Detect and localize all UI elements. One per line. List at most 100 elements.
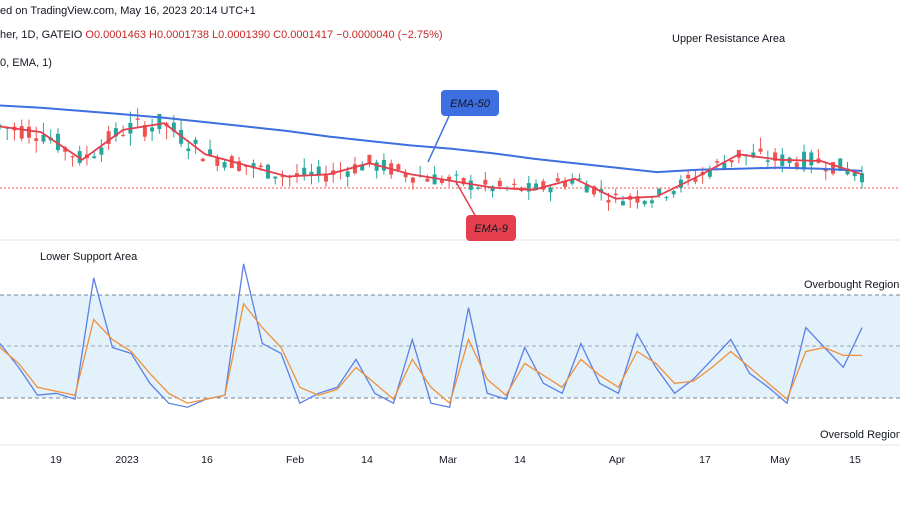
oversold-label: Oversold Region bbox=[820, 429, 900, 441]
candle-body bbox=[302, 167, 307, 177]
candle-body bbox=[150, 127, 155, 132]
candle-body bbox=[200, 158, 205, 162]
candle-body bbox=[425, 178, 430, 182]
candle-body bbox=[649, 200, 654, 204]
candle-body bbox=[367, 154, 372, 163]
x-tick-label: 2023 bbox=[115, 454, 139, 466]
x-tick-label: 14 bbox=[361, 454, 373, 466]
candle-body bbox=[497, 180, 502, 187]
candle-body bbox=[432, 174, 437, 185]
x-tick-label: 19 bbox=[50, 454, 62, 466]
candle-body bbox=[70, 156, 75, 158]
x-tick-label: Feb bbox=[286, 454, 304, 466]
candle-body bbox=[251, 163, 256, 169]
candle-body bbox=[121, 134, 126, 136]
oscillator-lines-group bbox=[0, 263, 863, 408]
candle-body bbox=[63, 147, 68, 152]
candle-body bbox=[860, 173, 864, 183]
candle-body bbox=[135, 118, 140, 120]
candle-body bbox=[294, 173, 299, 176]
candle-body bbox=[809, 152, 814, 166]
candle-body bbox=[41, 134, 46, 142]
candle-body bbox=[570, 179, 575, 184]
candle-body bbox=[381, 159, 386, 171]
candle-body bbox=[273, 176, 278, 179]
candle-body bbox=[577, 178, 582, 180]
candle-body bbox=[55, 133, 60, 151]
oscillator-slow-line bbox=[0, 302, 862, 405]
candle-body bbox=[693, 178, 698, 182]
candle-body bbox=[403, 173, 408, 178]
candle-body bbox=[171, 122, 176, 132]
candle-body bbox=[396, 164, 401, 170]
candle-body bbox=[845, 168, 850, 175]
candle-body bbox=[92, 156, 97, 159]
ema50-line bbox=[0, 104, 863, 174]
candle-body bbox=[591, 186, 596, 195]
candle-body bbox=[852, 172, 857, 177]
candle-body bbox=[686, 174, 691, 179]
candle-body bbox=[215, 157, 220, 166]
candle-body bbox=[237, 161, 242, 171]
ema50-callout-text: EMA-50 bbox=[450, 98, 491, 110]
candle-body bbox=[476, 187, 481, 189]
candle-body bbox=[410, 177, 415, 183]
candles-group bbox=[0, 108, 864, 211]
x-tick-label: 14 bbox=[514, 454, 526, 466]
candle-body bbox=[113, 128, 118, 137]
candle-body bbox=[794, 162, 799, 168]
candle-body bbox=[541, 181, 546, 190]
symbol-info: her, 1D, GATEIO bbox=[0, 29, 83, 41]
candle-body bbox=[244, 165, 249, 167]
candle-body bbox=[77, 151, 82, 164]
ema9-callout-box bbox=[466, 215, 516, 241]
oscillator-fast-line bbox=[0, 263, 863, 408]
candle-body bbox=[352, 164, 357, 174]
candle-body bbox=[613, 193, 618, 196]
symbol-line: her, 1D, GATEIO O0.0001463 H0.0001738 L0… bbox=[0, 29, 443, 41]
candle-body bbox=[461, 178, 466, 185]
candle-body bbox=[642, 200, 647, 205]
candle-body bbox=[751, 152, 756, 158]
candle-body bbox=[157, 114, 162, 130]
x-tick-label: 17 bbox=[699, 454, 711, 466]
ohlc-values: O0.0001463 H0.0001738 L0.0001390 C0.0001… bbox=[85, 29, 443, 41]
candle-body bbox=[439, 178, 444, 183]
candle-body bbox=[26, 126, 31, 138]
candle-body bbox=[722, 162, 727, 170]
candle-body bbox=[773, 152, 778, 161]
candle-body bbox=[106, 131, 111, 145]
candle-body bbox=[606, 200, 611, 203]
candle-body bbox=[490, 186, 495, 192]
candle-body bbox=[584, 184, 589, 193]
candle-body bbox=[548, 187, 553, 193]
x-tick-label: May bbox=[770, 454, 791, 466]
candle-body bbox=[678, 179, 683, 188]
ema9-callout-text: EMA-9 bbox=[474, 223, 508, 235]
candle-body bbox=[345, 171, 350, 177]
x-tick-label: 15 bbox=[849, 454, 861, 466]
ema50-callout-pointer bbox=[427, 113, 451, 163]
candle-body bbox=[309, 171, 314, 176]
candle-body bbox=[635, 196, 640, 203]
candle-body bbox=[454, 174, 459, 176]
candle-body bbox=[671, 190, 676, 195]
candle-body bbox=[831, 162, 836, 174]
candle-body bbox=[186, 148, 191, 152]
candle-body bbox=[657, 188, 662, 195]
ema50-callout-box bbox=[441, 90, 499, 116]
indicator-legend: 0, EMA, 1) bbox=[0, 57, 52, 69]
candle-body bbox=[526, 183, 531, 192]
ema-lines-group bbox=[0, 104, 863, 200]
candle-body bbox=[729, 160, 734, 163]
lower-support-label: Lower Support Area bbox=[40, 251, 138, 263]
candle-body bbox=[258, 165, 263, 167]
candle-body bbox=[620, 201, 625, 206]
candle-body bbox=[468, 180, 473, 190]
candle-body bbox=[555, 178, 560, 182]
overbought-label: Overbought Region bbox=[804, 279, 899, 291]
candle-body bbox=[34, 138, 39, 141]
candle-body bbox=[316, 166, 321, 175]
candle-body bbox=[374, 162, 379, 171]
